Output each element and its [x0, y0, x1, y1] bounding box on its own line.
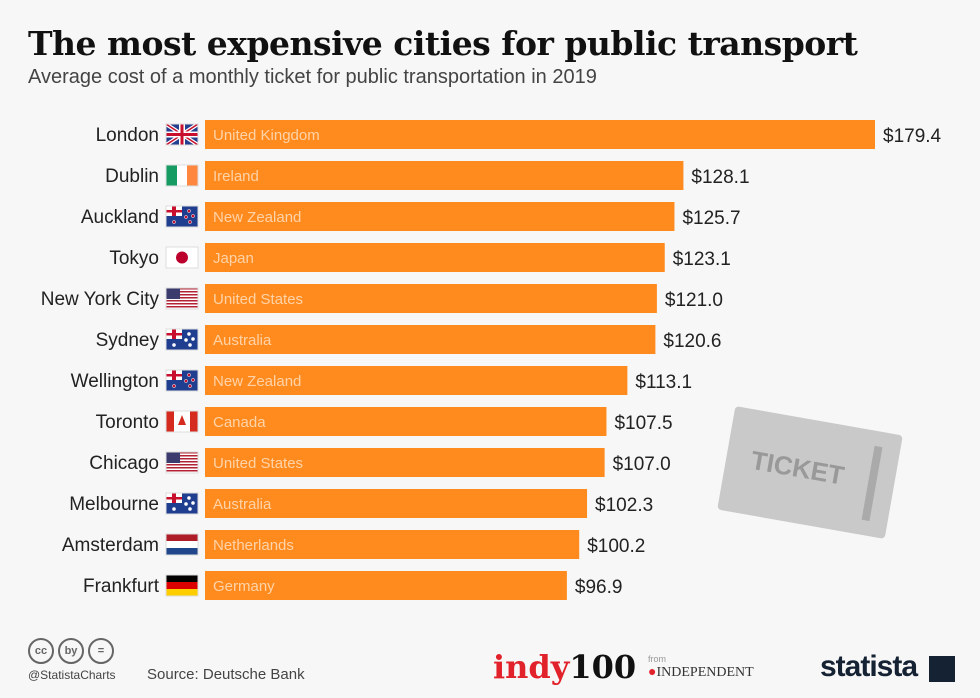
city-label: Sydney [96, 330, 160, 351]
city-label: Frankfurt [83, 576, 160, 597]
city-label: Toronto [96, 412, 159, 433]
bar-row: Tokyo Japan $123.1 [109, 243, 731, 272]
country-label: United Kingdom [213, 127, 320, 144]
jp-flag-icon [165, 246, 199, 269]
statista-logo: statista [820, 650, 918, 683]
bar-row: Melbourne Australia $102.3 [69, 489, 653, 518]
au-flag-icon [165, 328, 199, 351]
uk-flag-icon [164, 122, 200, 147]
bar-row: Sydney Australia $120.6 [96, 325, 722, 354]
bar-row: Frankfurt Germany $96.9 [83, 571, 622, 600]
bar [205, 120, 875, 149]
nz-flag-icon [165, 205, 199, 228]
city-label: Tokyo [109, 248, 159, 269]
value-label: $100.2 [587, 536, 645, 557]
country-label: New Zealand [213, 209, 301, 226]
country-label: Netherlands [213, 537, 294, 554]
bar [205, 202, 675, 231]
bar [205, 366, 628, 395]
bar-row: New York City United States $121.0 [41, 284, 723, 313]
bar-row: Chicago United States $107.0 [89, 448, 671, 477]
ie-flag-icon [165, 164, 199, 187]
bar-row: London United Kingdom $179.4 [96, 120, 942, 149]
country-label: New Zealand [213, 373, 301, 390]
value-label: $113.1 [635, 372, 692, 393]
license-icons: cc by = [28, 638, 114, 664]
bar [205, 489, 588, 518]
bar-row: Auckland New Zealand $125.7 [81, 202, 741, 231]
country-label: Japan [213, 250, 254, 267]
nz-flag-icon [165, 369, 199, 392]
city-label: Chicago [89, 453, 159, 474]
value-label: $121.0 [665, 290, 723, 311]
value-label: $102.3 [595, 495, 653, 516]
country-label: Canada [213, 414, 266, 431]
indy-100-text: 100 [569, 648, 637, 686]
value-label: $107.0 [613, 454, 671, 475]
au-flag-icon [165, 492, 199, 515]
country-label: United States [213, 291, 303, 308]
chart-subtitle: Average cost of a monthly ticket for pub… [28, 66, 597, 88]
value-label: $96.9 [575, 577, 623, 598]
indy100-logo: indy100 [493, 648, 636, 686]
source: Source: Deutsche Bank [147, 666, 305, 683]
bar [205, 284, 657, 313]
city-label: Melbourne [69, 494, 159, 515]
city-label: London [96, 125, 159, 146]
statista-handle: @StatistaCharts [28, 668, 116, 682]
bar [205, 530, 580, 559]
city-label: Auckland [81, 207, 159, 228]
de-flag-icon [165, 574, 199, 597]
country-label: United States [213, 455, 303, 472]
from-text: from [648, 654, 666, 664]
value-label: $120.6 [663, 331, 721, 352]
country-label: Australia [213, 496, 272, 513]
city-label: Wellington [71, 371, 159, 392]
bar [205, 571, 567, 600]
value-label: $179.4 [883, 126, 942, 147]
bar [205, 325, 656, 354]
independent-logo: ●INDEPENDENT [648, 665, 754, 680]
nl-flag-icon [165, 533, 199, 556]
country-label: Ireland [213, 168, 259, 185]
bar-row: Dublin Ireland $128.1 [105, 161, 750, 190]
value-label: $125.7 [682, 208, 740, 229]
bar [205, 243, 665, 272]
bar [205, 448, 605, 477]
no-derivatives-icon: = [88, 638, 114, 664]
bar-row: Toronto Canada $107.5 [96, 407, 673, 436]
ca-flag-icon [165, 410, 199, 433]
cc-icon: cc [28, 638, 54, 664]
statista-logo-icon [929, 656, 955, 682]
city-label: New York City [41, 289, 160, 310]
city-label: Dublin [105, 166, 159, 187]
us-flag-icon [165, 451, 199, 474]
bar-row: Amsterdam Netherlands $100.2 [62, 530, 645, 559]
bar [205, 407, 607, 436]
value-label: $128.1 [691, 167, 749, 188]
us-flag-icon [165, 287, 199, 310]
indy-text: indy [493, 648, 570, 686]
bar-row: Wellington New Zealand $113.1 [71, 366, 692, 395]
bar [205, 161, 684, 190]
chart-title: The most expensive cities for public tra… [28, 24, 858, 63]
attribution-icon: by [58, 638, 84, 664]
country-label: Australia [213, 332, 272, 349]
value-label: $123.1 [673, 249, 731, 270]
independent-text: INDEPENDENT [656, 665, 754, 680]
country-label: Germany [213, 578, 275, 595]
bar-chart: London United Kingdom $179.4 Dublin Ireland $… [41, 120, 942, 600]
city-label: Amsterdam [62, 535, 159, 556]
value-label: $107.5 [614, 413, 672, 434]
